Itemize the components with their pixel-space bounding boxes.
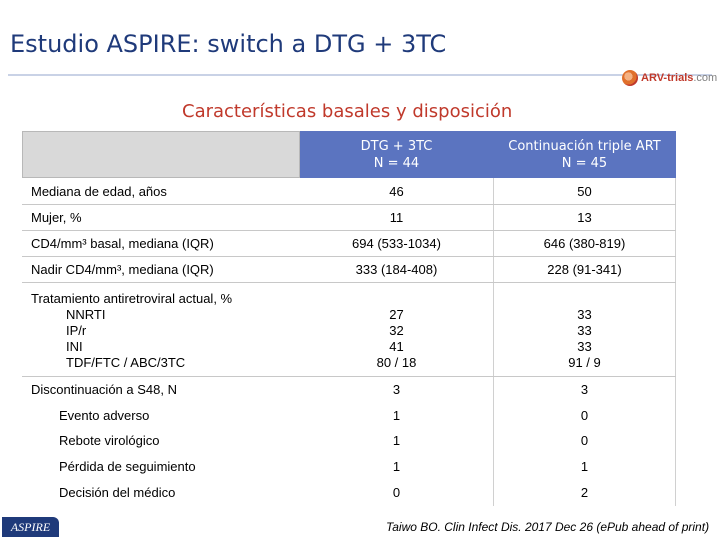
- table-right-border: [675, 178, 676, 506]
- row-physician-decision-dtg: 0: [392, 485, 401, 500]
- arv-trials-logo: ARV-trials.com: [622, 67, 717, 89]
- row-label-adverse-event: Evento adverso: [59, 408, 150, 423]
- row-viral-rebound-dtg: 1: [392, 433, 401, 448]
- row-physician-decision-triple: 2: [580, 485, 589, 500]
- row-cd4-baseline-triple: 646 (380-819): [543, 236, 626, 251]
- row-label-cd4-nadir: Nadir CD4/mm³, mediana (IQR): [31, 262, 214, 277]
- row-divider: [22, 282, 676, 283]
- row-label-physician-decision: Decisión del médico: [59, 485, 176, 500]
- row-cd4-nadir-dtg: 333 (184-408): [355, 262, 438, 277]
- row-lost-to-followup-triple: 1: [580, 459, 589, 474]
- row-divider: [22, 204, 676, 205]
- row-label-discontinuation: Discontinuación a S48, N: [31, 382, 177, 397]
- row-divider: [22, 256, 676, 257]
- row-female-triple: 13: [577, 210, 592, 225]
- art-backbone-dtg: 80 / 18: [376, 355, 417, 370]
- header-dtg-3tc-name: DTG + 3TC: [360, 138, 433, 154]
- row-viral-rebound-triple: 0: [580, 433, 589, 448]
- row-label-current-art: Tratamiento antiretroviral actual, % NNR…: [31, 291, 232, 371]
- current-art-heading: Tratamiento antiretroviral actual, %: [31, 291, 233, 306]
- row-label-cd4-baseline: CD4/mm³ basal, mediana (IQR): [31, 236, 214, 251]
- art-class-backbone: TDF/FTC / ABC/3TC: [66, 355, 186, 370]
- logo-circle-icon: [622, 70, 638, 86]
- art-nnrti-triple: 33: [577, 307, 592, 322]
- art-class-ini: INI: [66, 339, 83, 354]
- row-divider: [22, 230, 676, 231]
- header-dtg-3tc: DTG + 3TC N = 44: [300, 131, 493, 178]
- row-label-female: Mujer, %: [31, 210, 82, 225]
- row-discontinuation-triple: 3: [580, 382, 589, 397]
- row-female-dtg: 11: [389, 210, 404, 225]
- art-ini-triple: 33: [577, 339, 592, 354]
- art-ipr-triple: 33: [577, 323, 592, 338]
- header-triple-art-name: Continuación triple ART: [508, 138, 661, 154]
- citation: Taiwo BO. Clin Infect Dis. 2017 Dec 26 (…: [386, 520, 710, 534]
- row-discontinuation-dtg: 3: [392, 382, 401, 397]
- row-label-lost-to-followup: Pérdida de seguimiento: [59, 459, 196, 474]
- slide-title: Estudio ASPIRE: switch a DTG + 3TC: [10, 30, 447, 58]
- art-backbone-triple: 91 / 9: [568, 355, 601, 370]
- row-cd4-nadir-triple: 228 (91-341): [547, 262, 622, 277]
- row-age-dtg: 46: [389, 184, 404, 199]
- header-triple-art: Continuación triple ART N = 45: [493, 131, 676, 178]
- title-divider: [8, 74, 712, 76]
- column-divider: [493, 178, 494, 506]
- art-class-ipr: IP/r: [66, 323, 87, 338]
- row-cd4-baseline-dtg: 694 (533-1034): [352, 236, 441, 251]
- logo-text: ARV-trials.com: [641, 72, 718, 84]
- art-values-triple: 33 33 33 91 / 9: [493, 307, 676, 371]
- row-divider: [22, 376, 676, 377]
- row-label-viral-rebound: Rebote virológico: [59, 433, 160, 448]
- row-label-age: Mediana de edad, años: [31, 184, 167, 199]
- art-nnrti-dtg: 27: [389, 307, 404, 322]
- row-lost-to-followup-dtg: 1: [392, 459, 401, 474]
- aspire-badge: ASPIRE: [2, 517, 59, 537]
- art-ini-dtg: 41: [389, 339, 404, 354]
- table-header-blank: [22, 131, 300, 178]
- header-triple-art-n: N = 45: [561, 155, 608, 171]
- row-age-triple: 50: [577, 184, 592, 199]
- row-adverse-event-triple: 0: [580, 408, 589, 423]
- art-class-nnrti: NNRTI: [66, 307, 106, 322]
- slide-subtitle: Características basales y disposición: [182, 101, 513, 122]
- row-adverse-event-dtg: 1: [392, 408, 401, 423]
- art-values-dtg: 27 32 41 80 / 18: [300, 307, 493, 371]
- header-dtg-3tc-n: N = 44: [373, 155, 420, 171]
- art-ipr-dtg: 32: [389, 323, 404, 338]
